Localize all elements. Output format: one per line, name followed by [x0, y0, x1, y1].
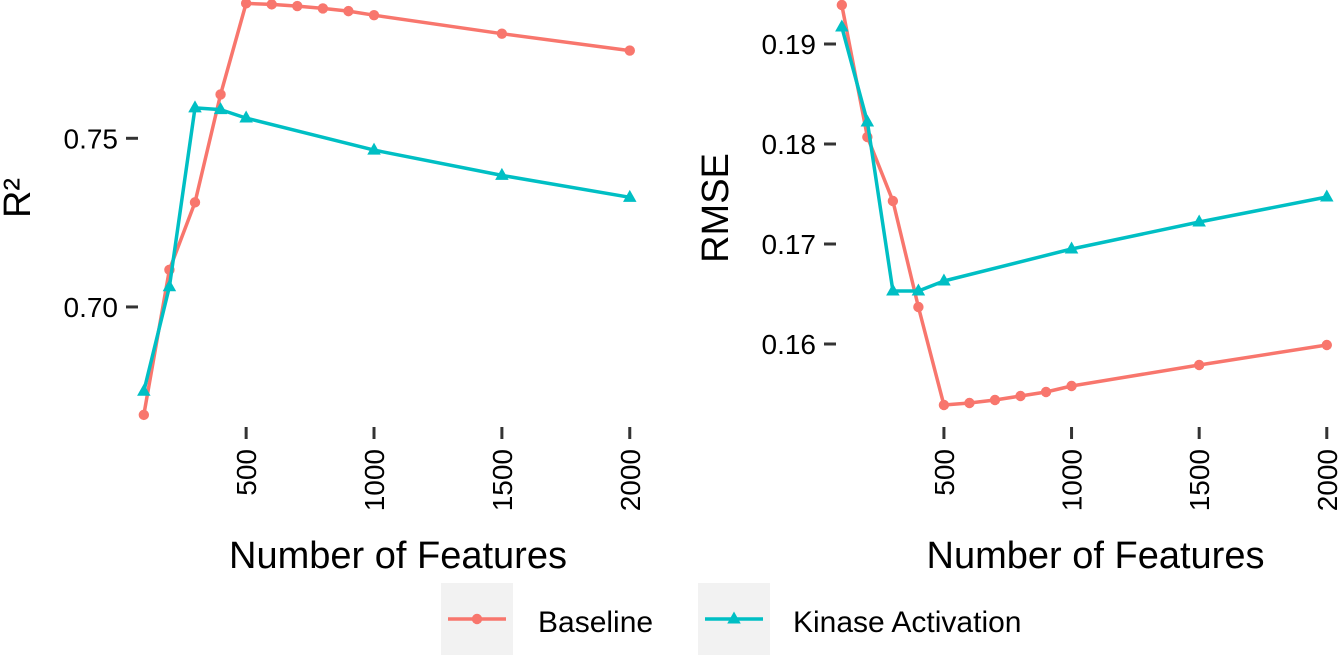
rmse-point-baseline [1066, 380, 1077, 392]
rmse-x-tick-label: 1500 [1184, 449, 1215, 511]
rmse-y-tick-label: 0.17 [762, 229, 817, 260]
rmse-x-tick-label: 2000 [1312, 449, 1339, 511]
rmse-point-kinase-activation [1320, 189, 1334, 202]
r-point-kinase-activation [495, 167, 509, 180]
rmse-panel: 0.16 0.17 0.18 0.19 500 1000 1500 2000 RMSE Numbe… [695, 0, 1339, 577]
r-point-baseline [317, 3, 329, 14]
rmse-y-tick-label: 0.18 [762, 129, 817, 160]
r-series-line-kinase-activation [142, 106, 631, 392]
r-point-baseline [215, 89, 226, 100]
legend-label-baseline: Baseline [538, 606, 653, 639]
rmse-x-tick-label: 500 [929, 449, 960, 496]
rmse-point-baseline [836, 0, 848, 11]
r-point-kinase-activation [367, 142, 381, 155]
rmse-point-baseline [913, 301, 924, 313]
rmse-point-baseline [887, 195, 899, 207]
rmse-y-tick-label: 0.19 [762, 29, 817, 60]
r-point-baseline [266, 0, 277, 10]
legend-key-kinase-activation-sample [705, 611, 763, 624]
rmse-y-tick-label: 0.16 [762, 329, 817, 360]
rmse-point-baseline [1015, 390, 1026, 402]
r-series-line-baseline [142, 1, 631, 416]
r-point-baseline [496, 28, 508, 39]
legend-label-kinase-activation: Kinase Activation [793, 606, 1021, 639]
r-y-tick-label: 0.75 [64, 123, 119, 154]
rmse-point-kinase-activation [886, 283, 900, 296]
rmse-point-kinase-activation [937, 273, 951, 286]
r-point-kinase-activation [137, 383, 151, 396]
rmse-point-kinase-activation [1192, 214, 1206, 227]
r-x-tick-label: 1000 [359, 449, 390, 511]
r-x-axis-title: Number of Features [229, 535, 567, 577]
r-y-axis-title: R² [0, 178, 39, 218]
rmse-x-tick-label: 1000 [1057, 449, 1088, 511]
rmse-point-baseline [1040, 386, 1052, 398]
r-point-kinase-activation [213, 102, 228, 115]
r-point-baseline [189, 197, 201, 208]
legend-key-baseline-sample [448, 613, 506, 625]
r-point-baseline [138, 409, 150, 421]
rmse-series-line-baseline [840, 4, 1328, 407]
r-point-baseline [240, 0, 252, 9]
r-x-tick-label: 1500 [487, 449, 518, 511]
r-point-kinase-activation [239, 110, 253, 123]
rmse-point-kinase-activation [911, 283, 926, 296]
r-point-kinase-activation [623, 189, 637, 202]
r-point-kinase-activation [162, 279, 177, 292]
r-point-baseline [624, 45, 635, 56]
r-x-tick-label: 500 [231, 449, 262, 496]
rmse-point-baseline [1321, 339, 1332, 351]
rmse-point-kinase-activation [860, 114, 875, 127]
rmse-y-axis-title: RMSE [695, 153, 737, 263]
rmse-point-kinase-activation [835, 19, 849, 32]
rmse-series-line-kinase-activation [840, 26, 1328, 293]
legend-marker-baseline [471, 613, 483, 625]
r2-panel: 0.70 0.75 500 1000 1500 2000 R² Number of Featu… [0, 0, 646, 577]
rmse-point-baseline [938, 399, 950, 411]
r-point-baseline [368, 9, 380, 21]
r-point-baseline [292, 0, 303, 12]
rmse-point-baseline [989, 394, 1001, 406]
rmse-point-baseline [964, 397, 975, 409]
r-point-baseline [343, 5, 354, 17]
rmse-point-baseline [1193, 359, 1205, 371]
legend: Baseline Kinase Activation [441, 583, 1021, 655]
rmse-x-axis-title: Number of Features [927, 535, 1265, 577]
r-y-tick-label: 0.70 [64, 292, 119, 323]
r-point-kinase-activation [188, 100, 202, 113]
r-x-tick-label: 2000 [615, 449, 646, 511]
rmse-point-kinase-activation [1064, 241, 1079, 254]
legend-marker-kinase-activation [727, 611, 741, 624]
